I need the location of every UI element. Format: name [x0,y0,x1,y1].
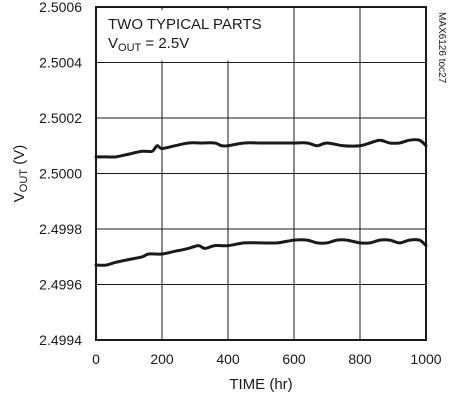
y-tick-label: 2.4994 [39,332,82,348]
y-axis-title: VOUT (V) [11,145,30,202]
y-tick-label: 2.5002 [39,110,82,126]
x-tick-label: 200 [150,351,174,367]
series-group [94,138,428,267]
plot-frame [95,6,427,341]
series-line-1 [94,138,428,159]
annotation-vout-suffix: = 2.5V [141,35,189,52]
x-tick-label: 0 [92,351,100,367]
y-tick-labels: 2.4994 2.4996 2.4998 2.5000 2.5002 2.5004 2.50… [39,0,82,348]
x-tick-label: 400 [216,351,240,367]
y-tick-label: 2.5006 [39,0,82,15]
y-axis-title-prefix: V [11,192,28,202]
x-tick-labels: 0 200 400 600 800 1000 [92,351,442,367]
series-line-2 [94,238,428,267]
x-tick-label: 600 [282,351,306,367]
annotation-vout-prefix: V [108,35,118,52]
annotation-line-1: TWO TYPICAL PARTS [108,16,262,33]
annotation-line-2: VOUT = 2.5V [108,35,189,54]
y-tick-label: 2.4998 [39,221,82,237]
x-axis-title: TIME (hr) [229,376,292,393]
y-axis-title-suffix: (V) [11,145,28,169]
y-tick-label: 2.5000 [39,166,82,182]
y-axis-title-subscript: OUT [18,169,30,193]
y-tick-label: 2.5004 [39,55,82,71]
grid [96,7,426,340]
x-tick-label: 1000 [410,351,441,367]
y-tick-label: 2.4996 [39,277,82,293]
annotation-box-background [99,10,229,61]
figure-code-note: MAX6126 toc27 [436,12,447,84]
annotation-vout-subscript: OUT [118,42,142,54]
x-tick-label: 800 [348,351,372,367]
